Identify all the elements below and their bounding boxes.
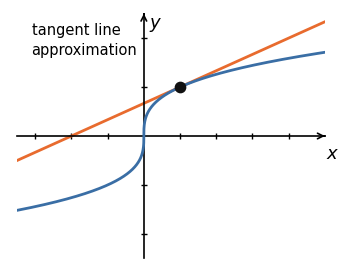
Point	[177, 85, 183, 89]
Text: tangent line
approximation: tangent line approximation	[31, 23, 137, 58]
Text: x: x	[327, 145, 337, 163]
Text: y: y	[149, 14, 160, 32]
